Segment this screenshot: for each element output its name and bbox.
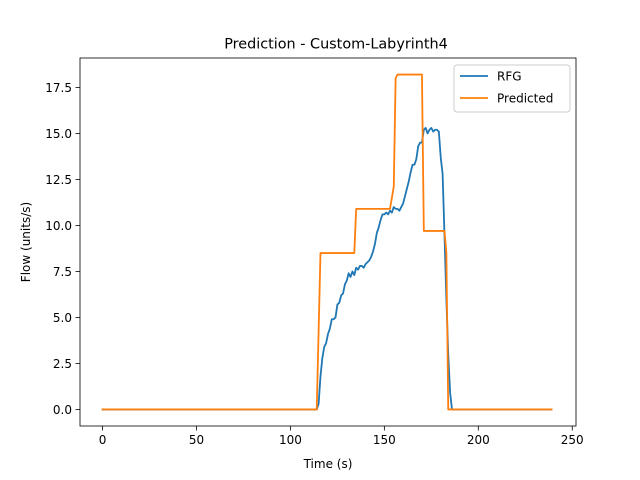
y-axis-label: Flow (units/s) (19, 202, 33, 282)
y-tick-label: 15.0 (45, 127, 72, 141)
series-layer (101, 73, 553, 411)
series-line-rfg (101, 127, 553, 411)
x-axis-label: Time (s) (303, 457, 353, 471)
y-tick-label: 0.0 (53, 403, 72, 417)
x-tick-label: 100 (279, 433, 302, 447)
legend-label-predicted: Predicted (497, 92, 553, 106)
x-tick-label: 200 (467, 433, 490, 447)
x-tick-label: 50 (189, 433, 204, 447)
y-tick-label: 12.5 (45, 173, 72, 187)
legend-label-rfg: RFG (497, 70, 522, 84)
x-tick-label: 0 (99, 433, 107, 447)
ticks-layer: 0 50 100 150 200 250 0.0 2.5 5.0 7.5 10.0 12.5 15.0 1… (45, 81, 583, 447)
y-tick-label: 7.5 (53, 265, 72, 279)
chart-title: Prediction - Custom-Labyrinth4 (224, 37, 448, 53)
x-tick-label: 250 (561, 433, 584, 447)
legend: RFG Predicted (453, 64, 571, 113)
y-tick-label: 5.0 (53, 311, 72, 325)
plot-frame (79, 57, 577, 427)
y-tick-label: 17.5 (45, 81, 72, 95)
series-line-predicted (101, 73, 553, 411)
y-tick-label: 2.5 (53, 357, 72, 371)
x-tick-label: 150 (373, 433, 396, 447)
y-tick-label: 10.0 (45, 219, 72, 233)
